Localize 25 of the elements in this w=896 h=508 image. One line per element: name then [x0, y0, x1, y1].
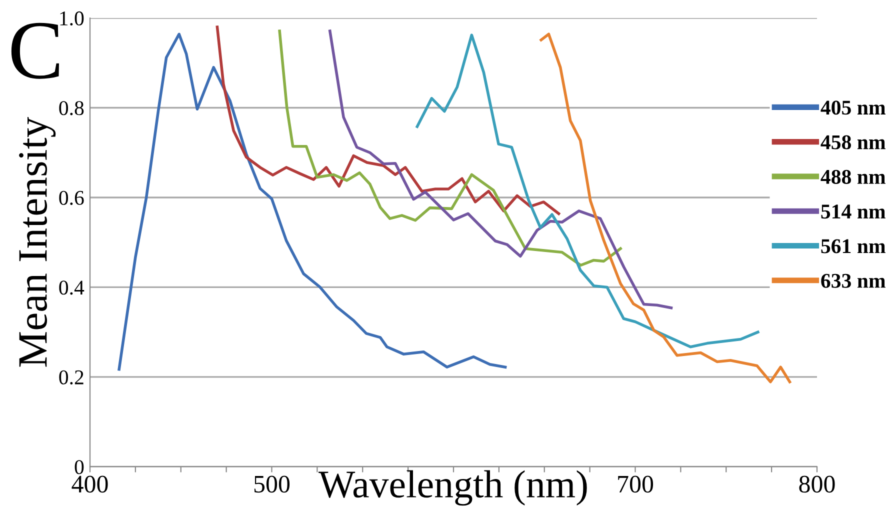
legend-label: 458 nm	[820, 135, 886, 150]
line-series	[328, 30, 673, 310]
y-tick-label: 0.6	[59, 190, 84, 206]
text: C	[11, 22, 59, 79]
x-tick-label: 700	[618, 476, 654, 493]
legend-label: 405 nm	[820, 100, 886, 115]
line-series	[118, 32, 507, 371]
x-tick-label: 800	[799, 476, 835, 493]
y-tick-label: 0.4	[59, 280, 84, 295]
legend-label: 514 nm	[821, 204, 886, 219]
x-tick-label: 500	[254, 476, 290, 493]
line-series	[540, 32, 792, 384]
y-tick-label: 0	[74, 460, 84, 474]
y-tick-label: 0.8	[59, 101, 84, 116]
x-axis-title: Wavelength (nm)	[318, 470, 587, 506]
x-tick-label: 400	[72, 476, 108, 493]
y-tick-label: 0.2	[59, 370, 84, 384]
y-tick-label: 1.0	[60, 11, 84, 26]
legend-label: 488 nm	[820, 170, 886, 184]
line-series	[216, 26, 560, 216]
line-series	[278, 30, 622, 267]
y-axis-title: Mean Intensity	[19, 116, 56, 367]
legend-label: 633 nm	[821, 274, 886, 288]
legend-label: 561 nm	[821, 239, 886, 254]
line-series	[416, 34, 760, 348]
